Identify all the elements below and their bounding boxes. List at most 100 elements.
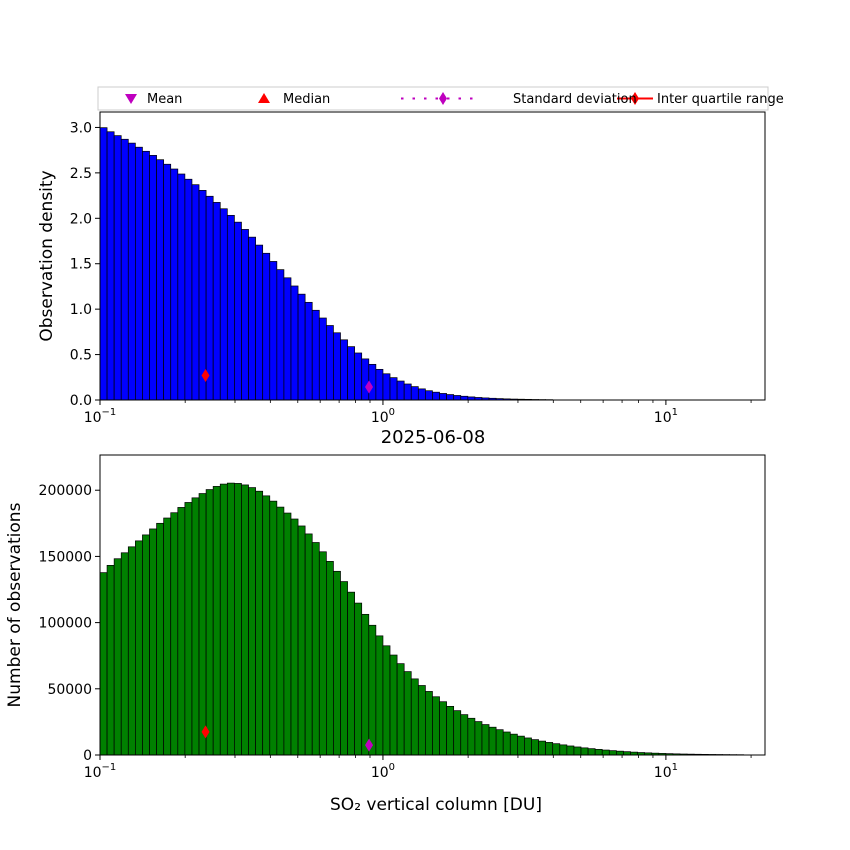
y-tick-label: 1.5 — [70, 257, 92, 273]
histogram-bar — [389, 654, 398, 756]
x-tick-label: 100 — [371, 762, 395, 781]
y-tick-label: 3.0 — [70, 120, 92, 136]
mean-triangle-down-icon — [125, 94, 137, 104]
histogram-bar — [241, 229, 249, 401]
histogram-bar — [439, 393, 447, 401]
histogram-bar — [135, 540, 143, 756]
y-tick-label: 150000 — [39, 549, 92, 565]
y-tick-label: 2.5 — [70, 166, 92, 182]
histogram-bar — [311, 309, 320, 401]
histogram-bar — [460, 714, 469, 756]
histogram-bar — [127, 546, 136, 756]
histogram-bar — [573, 746, 582, 756]
axes-spines — [99, 111, 766, 401]
histogram-bar — [226, 482, 235, 756]
x-tick-label: 101 — [654, 407, 678, 426]
histogram-bar — [99, 127, 108, 401]
histogram-bar — [432, 696, 440, 756]
histogram-bar — [460, 395, 469, 401]
histogram-bar — [170, 512, 179, 756]
histogram-bar — [304, 301, 313, 401]
histogram-bar — [283, 512, 292, 756]
median-iqr-marker — [201, 725, 210, 739]
histogram-bar — [191, 184, 200, 401]
histogram-bar — [453, 710, 462, 756]
histogram-bar — [608, 750, 617, 756]
histogram-bar — [580, 747, 589, 756]
histogram-bar — [135, 146, 143, 401]
histogram-bar — [453, 395, 462, 401]
density-y-axis-label: Observation density — [37, 170, 57, 341]
histogram-bar — [375, 635, 384, 756]
x-ticks: 10−1 100 101 — [84, 400, 752, 426]
y-ticks: 0.0 0.5 1.0 1.5 2.0 2.5 3.0 — [70, 120, 100, 409]
histogram-bar — [297, 293, 306, 401]
legend-handles — [125, 92, 653, 105]
histogram-bar — [538, 740, 546, 756]
mean-std-marker — [365, 380, 374, 394]
histogram-bar — [262, 495, 271, 756]
x-tick-label: 100 — [371, 407, 395, 426]
histogram-bar — [566, 745, 575, 756]
histogram-bar — [432, 391, 440, 401]
histogram-bar — [184, 178, 193, 401]
x-axis-label: SO₂ vertical column [DU] — [330, 795, 542, 815]
histogram-bar — [191, 497, 200, 756]
histogram-bar — [587, 748, 596, 756]
histogram-bar — [99, 572, 108, 756]
histogram-bar — [106, 564, 115, 756]
median-triangle-up-icon — [258, 93, 270, 103]
histogram-bar — [389, 377, 398, 401]
density-histogram-axes: 10−1 100 101 0.0 0.5 1.0 1.5 2.0 2.5 3.0 — [70, 111, 766, 426]
figure-title: 2025-06-08 — [381, 427, 486, 448]
std-diamond-icon — [439, 92, 447, 105]
histogram-bar — [382, 373, 391, 401]
histogram-bar — [226, 214, 235, 401]
histogram-bar — [354, 352, 363, 401]
histogram-bar — [396, 380, 405, 401]
legend-label-inter-quartile-range: Inter quartile range — [657, 92, 784, 107]
histogram-bar — [113, 135, 122, 401]
x-tick-label: 101 — [654, 762, 678, 781]
histogram-bar — [120, 552, 129, 756]
histogram-bar — [425, 691, 433, 756]
histogram-bar — [559, 744, 568, 756]
histogram-bar — [417, 388, 426, 401]
histogram-bar — [403, 671, 412, 756]
histogram-bar — [495, 729, 504, 756]
histogram-bar — [255, 490, 264, 756]
x-tick-label: 10−1 — [84, 762, 117, 781]
histogram-bar — [205, 195, 214, 401]
histogram-bar — [318, 551, 327, 756]
y-tick-label: 0.5 — [70, 348, 92, 364]
histogram-bar — [205, 489, 214, 756]
y-tick-label: 50000 — [47, 682, 92, 698]
histogram-bar — [531, 739, 539, 756]
histogram-bar — [248, 236, 256, 401]
y-tick-label: 0 — [83, 748, 92, 764]
histogram-bar — [516, 735, 525, 756]
y-tick-label: 1.0 — [70, 302, 92, 318]
histogram-bar — [601, 749, 610, 756]
histogram-bar — [361, 613, 370, 756]
histogram-bar — [333, 332, 341, 401]
histogram-bar — [311, 542, 320, 756]
histogram-bar — [410, 386, 419, 401]
x-ticks: 10−1 100 101 — [84, 755, 752, 781]
histogram-bar — [198, 190, 207, 401]
histogram-bar — [248, 487, 256, 756]
histogram-bar — [425, 390, 433, 401]
iqr-diamond-icon — [631, 92, 639, 105]
histogram-bar — [403, 383, 412, 401]
histogram-bar — [326, 561, 334, 756]
histogram-bar — [219, 483, 228, 756]
stat-markers — [201, 725, 374, 752]
mean-std-marker — [365, 738, 374, 752]
histogram-bar — [297, 525, 306, 756]
histogram-bar — [149, 528, 157, 756]
histogram-bar — [283, 277, 292, 401]
histogram-bar — [474, 721, 483, 756]
histogram-bar — [170, 168, 179, 401]
